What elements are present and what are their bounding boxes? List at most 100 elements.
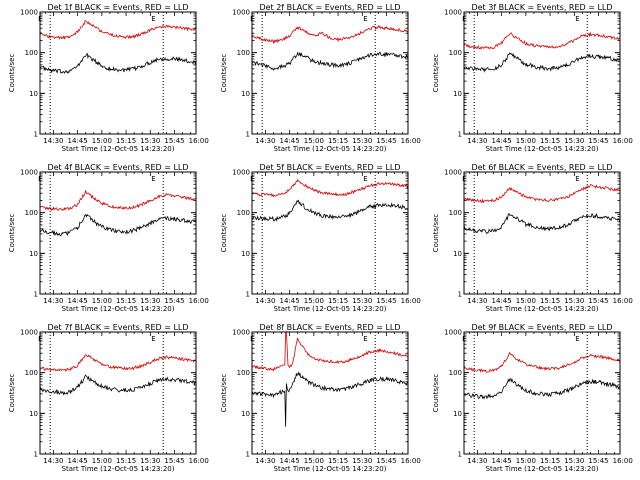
x-tick-label: 15:45 bbox=[164, 457, 184, 465]
event-marker-label: E bbox=[575, 15, 579, 23]
x-tick-label: 14:45 bbox=[280, 457, 300, 465]
lld-series-line bbox=[251, 178, 409, 198]
event-marker-label: E bbox=[151, 335, 155, 343]
chart-title: Det 6f BLACK = Events, RED = LLD bbox=[471, 163, 612, 172]
x-tick-label: 15:45 bbox=[164, 297, 184, 305]
x-tick-label: 14:30 bbox=[43, 137, 63, 145]
x-tick-label: 14:45 bbox=[68, 137, 88, 145]
x-tick-label: 15:30 bbox=[564, 297, 584, 305]
lld-series-line bbox=[39, 354, 197, 373]
events-series-line bbox=[251, 199, 409, 222]
events-series-line bbox=[463, 377, 621, 400]
x-tick-label: 15:45 bbox=[588, 137, 608, 145]
chart-title: Det 5f BLACK = Events, RED = LLD bbox=[259, 163, 400, 172]
y-tick-label: 1000 bbox=[232, 329, 250, 337]
lld-series-line bbox=[251, 25, 409, 45]
y-tick-label: 100 bbox=[237, 369, 250, 377]
x-tick-label: 14:30 bbox=[255, 137, 275, 145]
lld-series-line bbox=[463, 31, 621, 50]
x-tick-label: 15:15 bbox=[116, 457, 136, 465]
x-tick-label: 15:30 bbox=[140, 457, 160, 465]
chart-title: Det 9f BLACK = Events, RED = LLD bbox=[471, 323, 612, 332]
lld-series-line bbox=[39, 20, 197, 40]
y-tick-label: 10 bbox=[29, 90, 38, 98]
y-tick-label: 1000 bbox=[444, 9, 462, 17]
x-tick-label: 15:15 bbox=[328, 297, 348, 305]
x-tick-label: 14:30 bbox=[255, 457, 275, 465]
x-axis-label: Start Time (12-Oct-05 14:23:20) bbox=[486, 305, 599, 313]
x-tick-label: 15:45 bbox=[376, 137, 396, 145]
plot-frame bbox=[39, 11, 197, 135]
x-tick-label: 14:30 bbox=[467, 297, 487, 305]
events-series-line bbox=[463, 52, 621, 73]
x-tick-label: 14:45 bbox=[492, 137, 512, 145]
y-axis-label: Counts/sec bbox=[220, 374, 228, 413]
x-tick-label: 16:00 bbox=[613, 457, 633, 465]
x-axis-label: Start Time (12-Oct-05 14:23:20) bbox=[62, 465, 175, 473]
x-tick-label: 14:30 bbox=[467, 137, 487, 145]
y-tick-label: 1000 bbox=[444, 169, 462, 177]
y-tick-label: 1000 bbox=[20, 329, 38, 337]
x-tick-label: 15:45 bbox=[376, 297, 396, 305]
y-axis-label: Counts/sec bbox=[8, 54, 16, 93]
x-tick-label: 15:15 bbox=[328, 457, 348, 465]
chart-title: Det 1f BLACK = Events, RED = LLD bbox=[47, 3, 188, 12]
event-marker-label: E bbox=[575, 335, 579, 343]
y-tick-label: 100 bbox=[237, 209, 250, 217]
y-tick-label: 10 bbox=[241, 90, 250, 98]
x-tick-label: 14:30 bbox=[255, 297, 275, 305]
x-tick-label: 14:45 bbox=[280, 297, 300, 305]
y-tick-label: 1 bbox=[34, 451, 38, 459]
x-tick-label: 15:00 bbox=[92, 457, 112, 465]
y-tick-label: 1 bbox=[458, 131, 462, 139]
x-tick-label: 15:00 bbox=[516, 457, 536, 465]
y-tick-label: 1 bbox=[458, 291, 462, 299]
y-tick-label: 10 bbox=[29, 410, 38, 418]
x-tick-label: 15:45 bbox=[588, 297, 608, 305]
y-tick-label: 10 bbox=[453, 90, 462, 98]
x-tick-label: 15:15 bbox=[116, 297, 136, 305]
y-tick-label: 1 bbox=[34, 291, 38, 299]
x-tick-label: 14:30 bbox=[43, 457, 63, 465]
x-tick-label: 15:15 bbox=[328, 137, 348, 145]
x-tick-label: 14:30 bbox=[43, 297, 63, 305]
y-tick-label: 1000 bbox=[232, 9, 250, 17]
lld-series-line bbox=[39, 190, 197, 211]
event-marker-label: E bbox=[151, 15, 155, 23]
x-axis-label: Start Time (12-Oct-05 14:23:20) bbox=[486, 145, 599, 153]
x-axis-label: Start Time (12-Oct-05 14:23:20) bbox=[62, 145, 175, 153]
x-tick-label: 15:00 bbox=[92, 297, 112, 305]
y-tick-label: 10 bbox=[241, 410, 250, 418]
y-tick-label: 100 bbox=[25, 369, 38, 377]
y-tick-label: 100 bbox=[237, 49, 250, 57]
x-tick-label: 15:45 bbox=[376, 457, 396, 465]
events-series-line bbox=[463, 212, 621, 235]
x-tick-label: 14:45 bbox=[492, 457, 512, 465]
x-tick-label: 16:00 bbox=[189, 137, 209, 145]
y-tick-label: 1000 bbox=[444, 329, 462, 337]
x-tick-label: 16:00 bbox=[613, 137, 633, 145]
x-tick-label: 16:00 bbox=[401, 137, 421, 145]
event-marker-label: E bbox=[575, 175, 579, 183]
y-tick-label: 1000 bbox=[20, 169, 38, 177]
x-tick-label: 15:00 bbox=[304, 137, 324, 145]
x-tick-label: 15:30 bbox=[564, 457, 584, 465]
y-tick-label: 1 bbox=[246, 291, 250, 299]
x-tick-label: 15:30 bbox=[352, 137, 372, 145]
y-axis-label: Counts/sec bbox=[432, 54, 440, 93]
x-tick-label: 16:00 bbox=[189, 457, 209, 465]
y-tick-label: 1000 bbox=[232, 169, 250, 177]
x-tick-label: 15:00 bbox=[516, 137, 536, 145]
events-series-line bbox=[39, 374, 197, 396]
y-axis-label: Counts/sec bbox=[432, 214, 440, 253]
x-tick-label: 14:45 bbox=[68, 297, 88, 305]
x-tick-label: 14:45 bbox=[68, 457, 88, 465]
x-tick-label: 16:00 bbox=[401, 297, 421, 305]
